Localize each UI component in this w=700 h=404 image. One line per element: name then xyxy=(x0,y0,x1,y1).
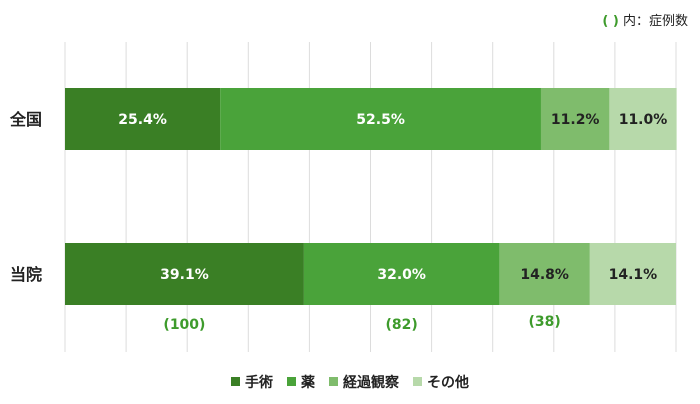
legend-swatch xyxy=(329,377,338,386)
bar-segment xyxy=(65,88,221,150)
legend-label: 経過観察 xyxy=(343,375,399,391)
legend-item: その他 xyxy=(413,372,469,392)
category-label: 全国 xyxy=(9,110,42,129)
legend-item: 薬 xyxy=(287,372,315,392)
legend-swatch xyxy=(287,377,296,386)
legend-item: 手術 xyxy=(231,372,273,392)
legend: 手術 薬 経過観察 その他 xyxy=(0,372,700,392)
legend-swatch xyxy=(413,377,422,386)
legend-item: 経過観察 xyxy=(329,372,399,392)
data-label: 39.1% xyxy=(160,267,209,283)
note-paren: ( ) xyxy=(602,14,619,29)
bar-segment xyxy=(220,88,541,150)
note-text: 内：症例数 xyxy=(622,14,688,29)
bar-segment xyxy=(589,243,676,305)
category-label: 当院 xyxy=(10,265,42,284)
case-count-note: ( ) 内：症例数 xyxy=(602,10,688,29)
data-label: 14.8% xyxy=(520,267,569,283)
bar-segment xyxy=(609,88,677,150)
case-count-label: (38) xyxy=(528,314,560,330)
case-count-label: (82) xyxy=(386,317,418,333)
data-label: 11.0% xyxy=(619,112,668,128)
data-label: 11.2% xyxy=(551,112,600,128)
bar-segment xyxy=(540,88,610,150)
legend-label: その他 xyxy=(427,375,469,391)
legend-label: 薬 xyxy=(301,375,315,391)
bar-segment xyxy=(303,243,500,305)
data-label: 52.5% xyxy=(356,112,405,128)
legend-swatch xyxy=(231,377,240,386)
bar-segment xyxy=(499,243,590,305)
legend-label: 手術 xyxy=(245,375,273,391)
data-label: 32.0% xyxy=(377,267,426,283)
bar-segment xyxy=(65,243,304,305)
data-label: 25.4% xyxy=(118,112,167,128)
case-count-label: (100) xyxy=(163,317,205,333)
data-label: 14.1% xyxy=(609,267,658,283)
